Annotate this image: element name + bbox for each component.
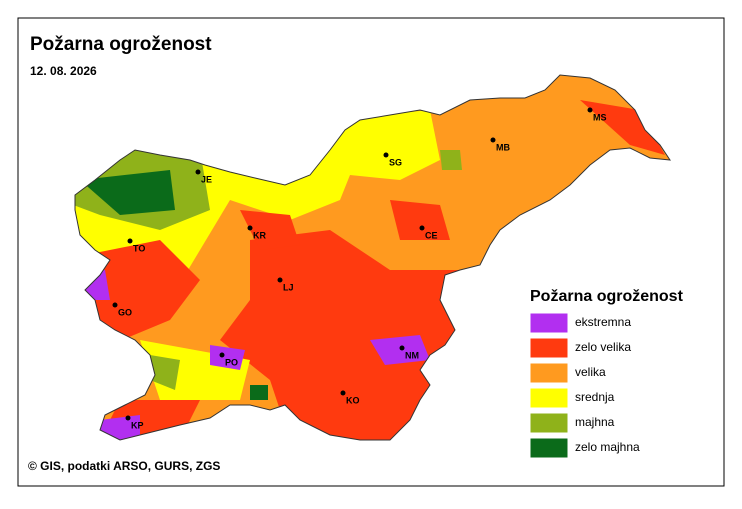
city-dot <box>399 345 405 351</box>
legend-label: majhna <box>575 415 615 429</box>
city-label: TO <box>133 243 145 253</box>
region <box>80 170 175 215</box>
city-dot <box>277 277 283 283</box>
legend-swatch <box>529 337 569 359</box>
legend-swatch <box>529 437 569 459</box>
city-label: GO <box>118 307 132 317</box>
region <box>220 230 470 440</box>
city-dot <box>219 352 225 358</box>
city-label: KP <box>131 420 144 430</box>
region <box>150 355 180 390</box>
city-dot <box>383 152 389 158</box>
region <box>210 345 245 370</box>
city-label: NM <box>405 350 419 360</box>
city-dot <box>419 225 425 231</box>
legend-swatch <box>529 362 569 384</box>
region <box>100 415 140 440</box>
city-dot <box>127 238 133 244</box>
map-date: 12. 08. 2026 <box>30 64 97 78</box>
region <box>440 150 462 170</box>
city-label: CE <box>425 230 438 240</box>
city-label: KO <box>346 395 360 405</box>
region <box>370 335 430 365</box>
region <box>330 110 440 180</box>
legend-swatch <box>529 412 569 434</box>
region <box>390 200 450 240</box>
map-title: Požarna ogroženost <box>30 34 212 55</box>
legend-swatch <box>529 387 569 409</box>
region <box>250 385 268 400</box>
city-dot <box>247 225 253 231</box>
city-label: MS <box>593 112 607 122</box>
city-dot <box>587 107 593 113</box>
legend-title: Požarna ogroženost <box>530 288 684 305</box>
legend-label: ekstremna <box>575 315 631 329</box>
copyright: © GIS, podatki ARSO, GURS, ZGS <box>28 459 220 473</box>
city-label: SG <box>389 157 402 167</box>
city-label: MB <box>496 142 510 152</box>
city-label: JE <box>201 174 212 184</box>
legend-label: zelo majhna <box>575 440 640 454</box>
cities: MS MB SG JE CE KR TO LJ GO NM PO KO KP <box>112 107 607 430</box>
legend-label: velika <box>575 365 606 379</box>
legend-label: srednja <box>575 390 615 404</box>
city-label: PO <box>225 357 238 367</box>
city-dot <box>125 415 131 421</box>
region <box>580 100 665 155</box>
region <box>240 210 300 250</box>
legend-swatch <box>529 312 569 334</box>
legend: ekstremna zelo velika velika srednja majhna z… <box>529 312 640 459</box>
city-dot <box>340 390 346 396</box>
city-dot <box>195 169 201 175</box>
city-dot <box>112 302 118 308</box>
city-label: LJ <box>283 282 294 292</box>
legend-label: zelo velika <box>575 340 631 354</box>
city-label: KR <box>253 230 266 240</box>
city-dot <box>490 137 496 143</box>
